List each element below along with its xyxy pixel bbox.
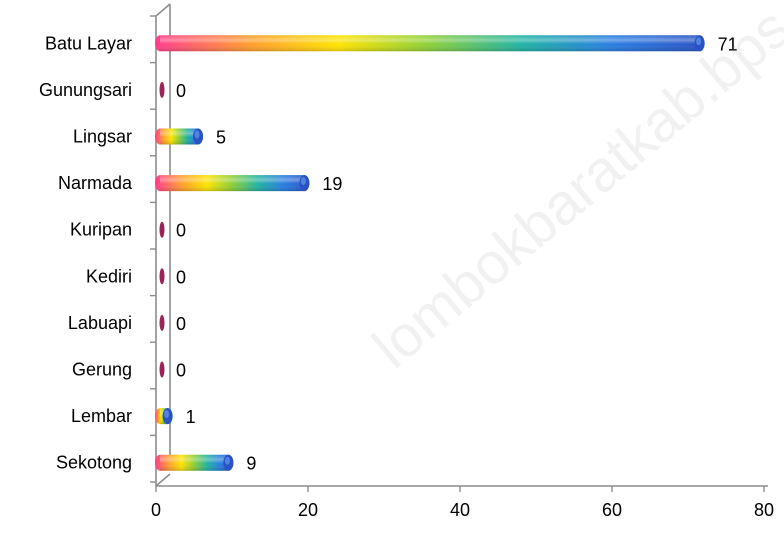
zero-bar-cap [159, 314, 165, 331]
category-label: Kuripan [70, 220, 132, 240]
bar-cap-highlight [300, 177, 306, 186]
value-label: 1 [186, 407, 196, 427]
bar-cap-highlight [194, 130, 200, 139]
bar [155, 408, 173, 425]
x-tick-label: 20 [298, 500, 318, 520]
bar [159, 81, 165, 98]
bar [155, 175, 310, 192]
value-label: 0 [176, 221, 186, 241]
bar-cap-highlight [696, 37, 702, 46]
x-tick-labels: 0 20 40 60 80 [151, 500, 774, 520]
category-label: Gunungsari [39, 80, 132, 100]
x-tick-label: 40 [450, 500, 470, 520]
x-tick-label: 80 [754, 500, 774, 520]
bar-shine [160, 175, 310, 192]
zero-bar-cap [159, 361, 165, 378]
category-label: Kediri [86, 266, 132, 286]
value-label: 0 [176, 314, 186, 334]
category-label: Batu Layar [45, 33, 132, 53]
zero-bar-cap [159, 221, 165, 238]
category-label: Lingsar [73, 127, 132, 147]
value-label: 0 [176, 81, 186, 101]
category-labels: Batu Layar Gunungsari Lingsar Narmada Kuripa… [39, 33, 133, 472]
bar [159, 221, 165, 238]
category-label: Gerung [72, 360, 132, 380]
value-label: 5 [216, 128, 226, 148]
value-label: 71 [718, 34, 738, 54]
value-label: 0 [176, 267, 186, 287]
x-tick-label: 0 [151, 500, 161, 520]
zero-bar-cap [159, 268, 165, 285]
bar-shine [160, 128, 204, 145]
zero-bar-cap [159, 81, 165, 98]
bar-cap-highlight [224, 456, 230, 465]
bar-shine [160, 454, 234, 471]
category-label: Lembar [71, 406, 132, 426]
bar-shine [160, 35, 705, 52]
x-tick-label: 60 [602, 500, 622, 520]
bar [155, 128, 204, 145]
category-label: Sekotong [56, 453, 132, 473]
bars-group [155, 35, 705, 471]
value-label: 19 [322, 174, 342, 194]
bar [159, 268, 165, 285]
category-label: Labuapi [68, 313, 132, 333]
category-label: Narmada [58, 173, 133, 193]
value-label: 0 [176, 361, 186, 381]
bar [155, 454, 234, 471]
bar [159, 314, 165, 331]
floor-edge [155, 473, 171, 487]
chart-axes [150, 3, 768, 492]
value-label: 9 [246, 454, 256, 474]
bar-cap-highlight [164, 410, 170, 419]
bar [155, 35, 705, 52]
wall-top-edge [155, 3, 171, 17]
bar [159, 361, 165, 378]
